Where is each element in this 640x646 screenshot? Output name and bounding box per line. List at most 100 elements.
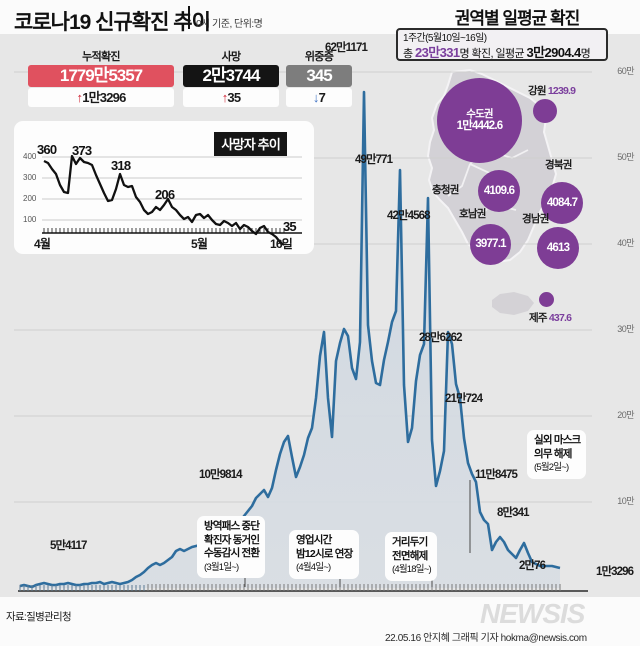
data-label-490771: 49만771: [355, 154, 393, 166]
data-label-80341: 8만341: [497, 507, 530, 519]
stat-critical-delta: ↓7: [286, 88, 352, 107]
annotation-distancing-l2: 전면해제: [392, 549, 428, 562]
credit-text: 22.05.16 안지혜 그래픽 기자 hokma@newsis.com: [385, 633, 587, 644]
annotation-distancing-lifted: 거리두기 전면해제 (4월18일~): [385, 532, 437, 581]
stat-critical-caption: 위중증: [304, 51, 334, 63]
stat-cumulative: 누적확진 1779만5357 ↑1만3296: [28, 48, 174, 107]
region-name-gangwon: 강원: [528, 85, 547, 97]
stat-deaths-delta-value: 35: [227, 90, 241, 105]
region-bubble-jeju: [539, 292, 554, 307]
x-axis: [18, 584, 588, 592]
death-label-35: 35: [283, 219, 297, 234]
weekly-total-prefix: 총: [403, 48, 413, 60]
death-y-tick-200: 200: [23, 194, 37, 203]
stat-critical-arrow-icon: ↓: [312, 90, 319, 105]
region-name-gyeongnam: 경남권: [522, 213, 549, 225]
annotation-mask-date: (5월2일~): [534, 462, 569, 473]
region-bubble-gyeongnam: 4613: [537, 227, 579, 269]
annotation-business-hours-l2: 밤12시로 연장: [296, 547, 353, 560]
data-label-20076: 2만76: [519, 560, 546, 572]
annotation-vaccine-pass: 방역패스 중단 확진자 동거인 수동감시 전환 (3월1일~): [197, 516, 266, 578]
footer-band: [0, 597, 640, 646]
death-trend-title: 사망자 추이: [214, 132, 287, 156]
region-panel-title: 권역별 일평균 확진: [454, 9, 581, 28]
death-y-tick-400: 400: [23, 152, 37, 161]
annotation-business-hours-l1: 영업시간: [296, 534, 332, 546]
death-x-tick-may: 5월: [191, 237, 208, 251]
death-x-tick-16: 16일: [270, 237, 293, 251]
data-label-54117: 5만4117: [50, 540, 87, 552]
region-bubble-gyeongbuk: 4084.7: [541, 182, 583, 224]
source-text: 자료:질병관리청: [6, 611, 72, 623]
region-label-jeju: 제주 437.6: [529, 310, 572, 325]
region-value-sudogwon: 1만4442.6: [456, 120, 504, 132]
stat-cumulative-caption: 누적확진: [82, 51, 120, 63]
region-value-gyeongnam: 4613: [546, 241, 570, 254]
annotation-vaccine-pass-l3: 수동감시 전환: [204, 547, 260, 559]
region-name-jeju: 제주: [529, 312, 548, 324]
annotation-vaccine-pass-l2: 확진자 동거인: [204, 533, 260, 546]
newsis-watermark: NEWSIS: [480, 598, 585, 629]
weekly-total-suffix: 명: [580, 48, 591, 60]
death-y-tick-300: 300: [23, 173, 37, 182]
annotation-business-hours-date: (4월4일~): [296, 562, 331, 573]
weekly-total-mid: 명 확진, 일평균: [459, 48, 525, 60]
region-bubble-sudogwon: 수도권 1만4442.6: [437, 78, 522, 163]
y-tick-600k: 60만: [617, 66, 634, 76]
region-bubble-chungcheong: 4109.6: [478, 170, 520, 212]
stat-deaths-delta: ↑35: [183, 88, 279, 107]
data-label-13296: 1만3296: [596, 566, 634, 578]
region-name-chungcheong: 충청권: [432, 184, 459, 196]
annotation-vaccine-pass-l1: 방역패스 중단: [204, 520, 260, 532]
stat-deaths-value: 2만3744: [183, 65, 279, 87]
weekly-total-value: 23만331: [415, 45, 460, 60]
stat-cumulative-delta: ↑1만3296: [28, 88, 174, 107]
death-label-360: 360: [37, 142, 57, 157]
page-subtitle: 0시 기준, 단위:명: [196, 19, 263, 30]
data-label-286262: 28만6262: [419, 332, 463, 344]
stat-deaths-caption: 사망: [221, 51, 242, 63]
region-name-gyeongbuk: 경북권: [545, 159, 572, 171]
data-label-424568: 42만4568: [387, 210, 431, 222]
region-name-sudogwon: 수도권: [466, 108, 493, 120]
main-chart-series: [19, 90, 561, 589]
data-label-109814: 10만9814: [199, 469, 243, 481]
region-value-gangwon: 1239.9: [547, 85, 576, 97]
death-trend-svg: [42, 154, 302, 246]
annotation-distancing-date: (4월18일~): [392, 564, 432, 575]
death-label-206: 206: [155, 187, 175, 202]
region-value-gyeongbuk: 4084.7: [546, 196, 578, 209]
stat-deaths-arrow-icon: ↑: [221, 90, 228, 105]
y-tick-200k: 20만: [617, 410, 634, 420]
weekly-total-line: 총 23만331명 확진, 일평균 3만2904.4명: [403, 45, 601, 62]
stat-deaths: 사망 2만3744 ↑35: [183, 48, 279, 107]
data-label-118475: 11만8475: [475, 469, 518, 481]
region-label-gangwon: 강원 1239.9: [528, 83, 576, 98]
stat-critical-delta-value: 7: [318, 90, 326, 105]
region-value-honam: 3977.1: [475, 238, 506, 250]
annotation-mask-l1: 실외 마스크: [534, 434, 581, 446]
weekly-average-value: 3만2904.4: [526, 45, 581, 60]
y-tick-500k: 50만: [617, 152, 634, 162]
annotation-distancing-l1: 거리두기: [392, 536, 428, 548]
region-bubble-honam: 3977.1: [470, 224, 511, 265]
stat-critical: 위중증 345 ↓7: [286, 48, 352, 107]
stat-cumulative-delta-value: 1만3296: [82, 90, 126, 105]
stat-cumulative-arrow-icon: ↑: [76, 90, 83, 105]
death-y-tick-100: 100: [23, 215, 37, 224]
title-divider: [188, 6, 190, 29]
page-title: 코로나19 신규확진 추이: [14, 11, 211, 34]
death-label-373: 373: [72, 143, 92, 158]
region-value-jeju: 437.6: [548, 312, 572, 324]
region-name-honam: 호남권: [459, 208, 486, 220]
data-label-621171: 62만1171: [325, 42, 368, 54]
annotation-mask-lifted: 실외 마스크 의무 해제 (5월2일~): [527, 430, 587, 479]
data-label-210724: 21만724: [445, 393, 483, 405]
death-label-318: 318: [111, 158, 131, 173]
death-x-tick-apr: 4월: [34, 237, 51, 251]
y-tick-400k: 40만: [617, 238, 634, 248]
stat-critical-value: 345: [286, 65, 352, 87]
annotation-business-hours: 영업시간 밤12시로 연장 (4월4일~): [289, 530, 359, 579]
annotation-vaccine-pass-date: (3월1일~): [204, 561, 239, 573]
